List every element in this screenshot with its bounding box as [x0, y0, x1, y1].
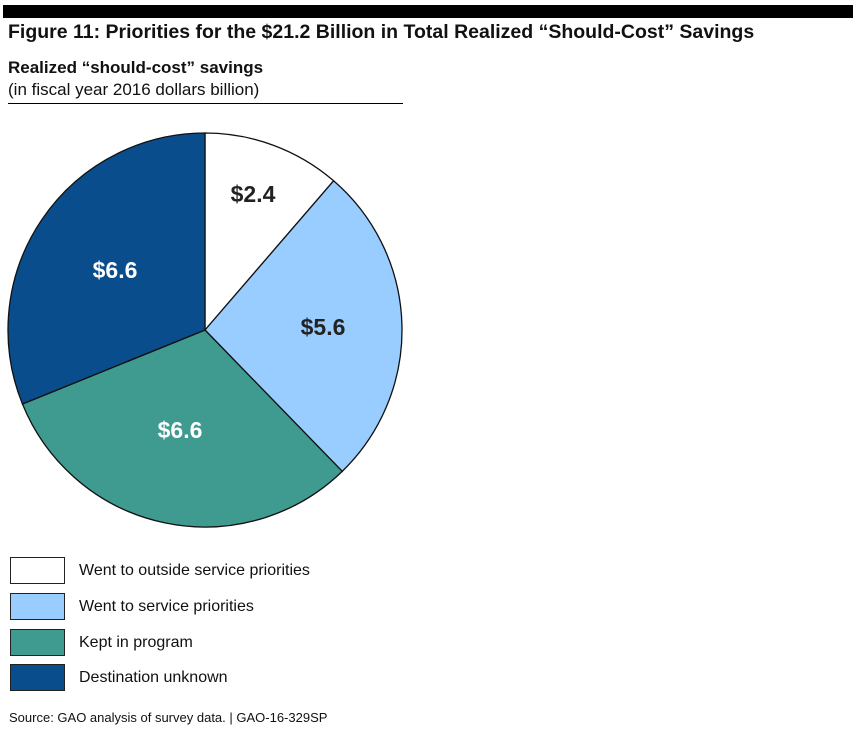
source-note: Source: GAO analysis of survey data. | G…	[9, 710, 328, 725]
subtitle-rule	[8, 103, 403, 104]
legend-label: Went to service priorities	[79, 598, 254, 615]
legend-swatch	[10, 664, 65, 691]
chart-subtitle: Realized “should-cost” savings	[8, 58, 264, 77]
legend-swatch	[10, 557, 65, 584]
slice-label-4: $6.6	[93, 257, 138, 283]
legend-label: Kept in program	[79, 634, 193, 651]
figure-title: Figure 11: Priorities for the $21.2 Bill…	[8, 21, 755, 43]
legend-label: Destination unknown	[79, 669, 228, 686]
unit-note: (in fiscal year 2016 dollars billion)	[8, 80, 260, 99]
pie-slice-4	[7, 132, 206, 405]
slice-label-1: $2.4	[231, 181, 276, 207]
legend-label: Went to outside service priorities	[79, 562, 310, 579]
slice-label-2: $5.6	[301, 314, 346, 340]
top-bar	[3, 5, 853, 18]
legend-swatch	[10, 629, 65, 656]
pie-slice-2	[204, 179, 403, 473]
legend-swatch	[10, 593, 65, 620]
pie-slice-1	[204, 132, 335, 332]
slice-label-3: $6.6	[158, 417, 203, 443]
pie-slice-3	[21, 329, 344, 528]
